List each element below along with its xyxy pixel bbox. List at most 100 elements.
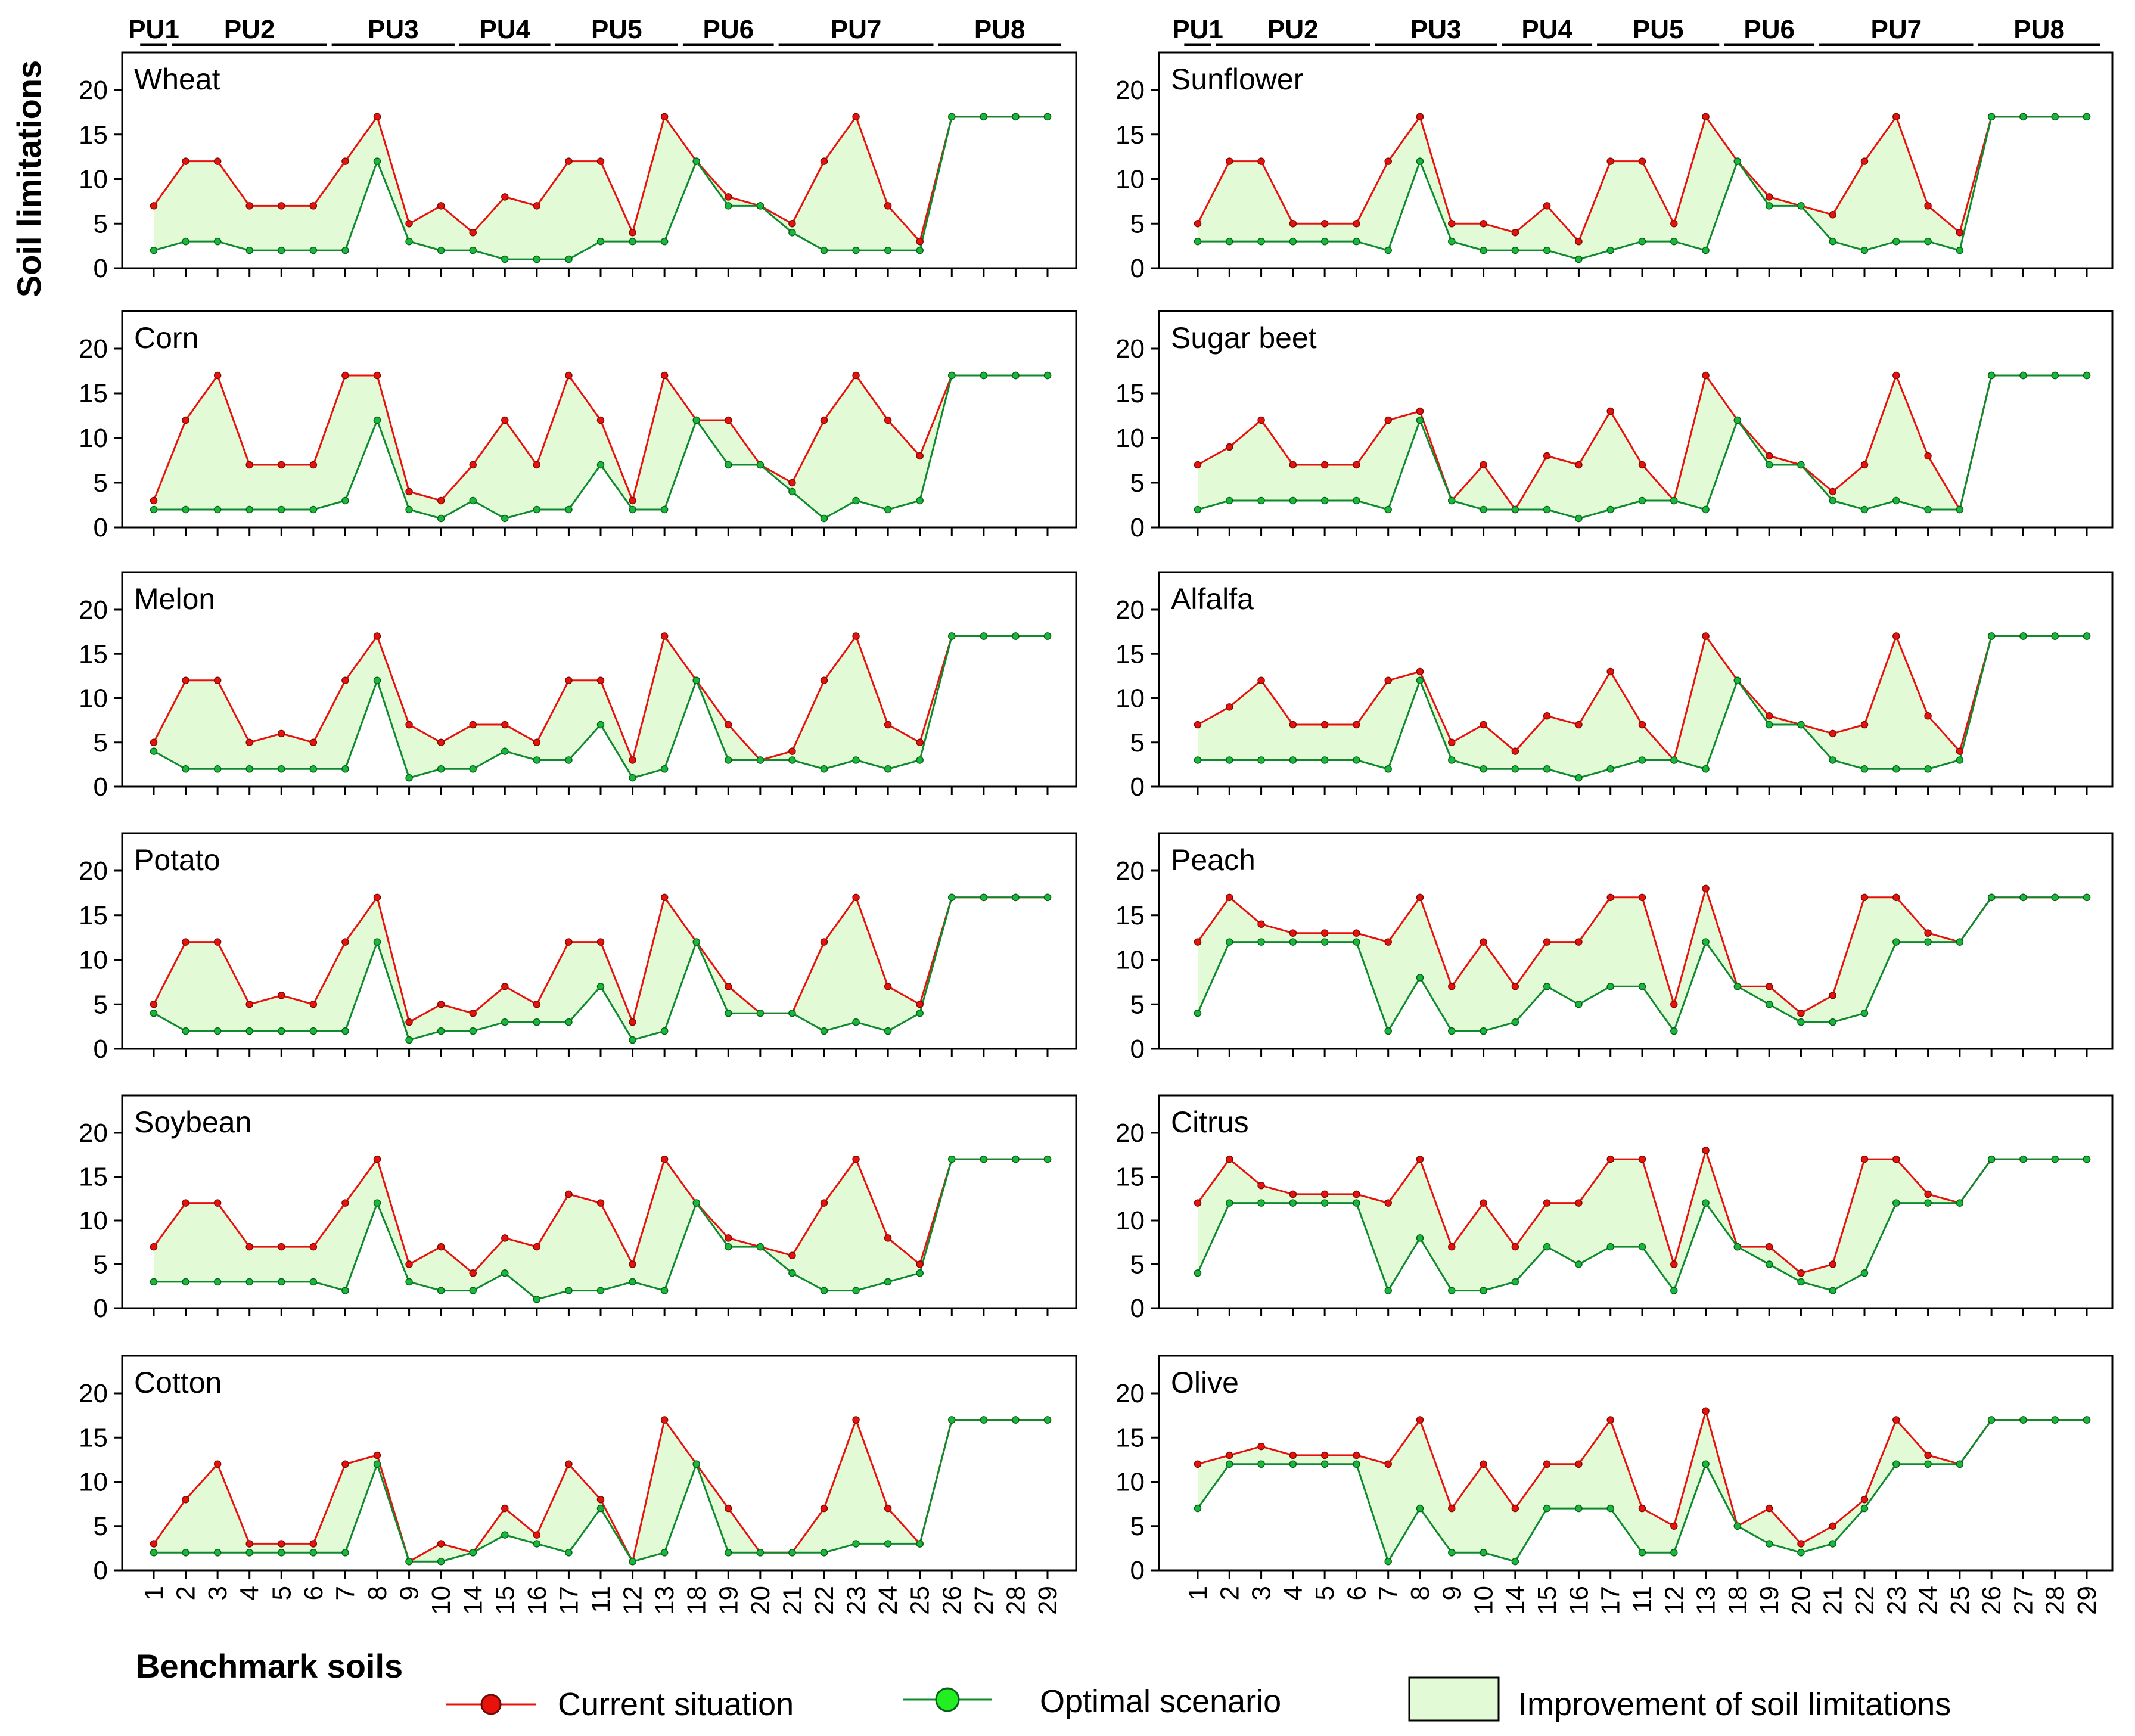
current-point bbox=[1416, 667, 1424, 676]
optimal-point bbox=[1257, 1460, 1265, 1468]
current-point bbox=[213, 1460, 222, 1468]
optimal-point bbox=[309, 1278, 318, 1286]
panel-frame bbox=[121, 310, 1077, 529]
current-point bbox=[1289, 929, 1297, 937]
x-tick-label: 5 bbox=[267, 1586, 296, 1600]
pu-group-pu6: PU6 bbox=[682, 15, 774, 46]
current-point bbox=[852, 371, 860, 380]
optimal-point bbox=[1353, 1460, 1360, 1468]
current-point bbox=[1448, 983, 1456, 990]
x-tick-label: 25 bbox=[906, 1586, 935, 1615]
x-tick-label: 24 bbox=[874, 1586, 903, 1615]
current-point bbox=[1257, 1442, 1265, 1451]
current-point bbox=[437, 1243, 445, 1251]
optimal-point bbox=[2019, 893, 2027, 902]
optimal-point bbox=[1543, 1504, 1551, 1513]
current-point bbox=[884, 416, 892, 424]
current-point bbox=[1797, 1269, 1805, 1277]
current-point bbox=[1320, 1451, 1329, 1459]
current-point bbox=[1860, 893, 1869, 902]
optimal-point bbox=[182, 505, 189, 514]
optimal-point bbox=[756, 756, 765, 764]
current-point bbox=[373, 1155, 381, 1163]
current-point bbox=[660, 1416, 669, 1424]
panel-frame bbox=[121, 1094, 1077, 1309]
optimal-point bbox=[1956, 246, 1964, 254]
current-point bbox=[1575, 237, 1583, 246]
current-point bbox=[1480, 938, 1487, 946]
pu-label: PU4 bbox=[479, 15, 530, 44]
optimal-point bbox=[884, 1540, 892, 1548]
current-point bbox=[565, 1190, 573, 1198]
optimal-point bbox=[565, 1018, 573, 1026]
pu-group-pu1: PU1 bbox=[128, 15, 179, 46]
optimal-point bbox=[660, 1549, 669, 1557]
optimal-point bbox=[820, 514, 828, 523]
optimal-point bbox=[725, 202, 732, 210]
y-tick-label: 10 bbox=[79, 1468, 108, 1497]
y-tick-label: 15 bbox=[1115, 120, 1145, 150]
current-point bbox=[1511, 983, 1519, 990]
current-point bbox=[1702, 113, 1710, 121]
current-point bbox=[788, 747, 796, 755]
current-point bbox=[1416, 407, 1424, 415]
x-tick-label: 26 bbox=[937, 1586, 967, 1615]
optimal-point bbox=[341, 246, 349, 254]
optimal-point bbox=[1289, 756, 1297, 764]
y-tick-label: 10 bbox=[1115, 165, 1145, 194]
current-point bbox=[1575, 938, 1583, 946]
optimal-point bbox=[182, 1027, 189, 1035]
current-point bbox=[1797, 1009, 1805, 1017]
current-point bbox=[245, 202, 253, 210]
x-tick-label: 28 bbox=[1001, 1586, 1030, 1615]
optimal-point bbox=[1384, 765, 1392, 773]
optimal-point bbox=[533, 255, 541, 263]
y-tick-label: 15 bbox=[1115, 1163, 1145, 1192]
y-tick-label: 20 bbox=[1115, 1119, 1145, 1148]
current-point bbox=[660, 632, 669, 640]
current-point bbox=[150, 1001, 158, 1008]
current-point bbox=[1543, 1460, 1551, 1468]
optimal-point bbox=[629, 1036, 636, 1044]
optimal-point bbox=[1257, 756, 1265, 764]
current-point bbox=[1924, 202, 1932, 210]
optimal-point bbox=[1638, 237, 1646, 246]
improvement-area bbox=[1198, 116, 2087, 260]
optimal-point bbox=[1892, 496, 1900, 505]
optimal-point bbox=[1012, 1416, 1020, 1424]
current-point bbox=[533, 461, 541, 469]
x-tick-label: 9 bbox=[1437, 1586, 1466, 1600]
y-tick-label: 20 bbox=[1115, 856, 1145, 886]
current-point bbox=[1257, 920, 1265, 928]
optimal-point bbox=[150, 747, 158, 755]
current-point bbox=[278, 1243, 285, 1251]
optimal-point bbox=[980, 1416, 988, 1424]
optimal-point bbox=[1892, 1460, 1900, 1468]
panel-frame bbox=[121, 571, 1077, 788]
current-point bbox=[341, 938, 349, 946]
optimal-point bbox=[980, 632, 988, 640]
current-point bbox=[213, 371, 222, 380]
y-tick-label: 15 bbox=[1115, 639, 1145, 669]
current-point bbox=[278, 729, 285, 738]
chart-panel-potato: 0 5 10 15 20 Potato bbox=[79, 832, 1077, 1064]
optimal-point bbox=[1987, 1155, 1996, 1163]
optimal-point bbox=[1353, 756, 1360, 764]
optimal-point bbox=[1829, 756, 1836, 764]
optimal-point bbox=[533, 1296, 541, 1303]
current-point bbox=[373, 113, 381, 121]
optimal-point bbox=[501, 747, 509, 755]
optimal-point bbox=[1733, 1522, 1742, 1530]
current-point bbox=[1416, 893, 1424, 902]
x-tick-label: 19 bbox=[1755, 1586, 1784, 1615]
optimal-point bbox=[150, 1549, 158, 1557]
optimal-point bbox=[596, 1287, 605, 1294]
optimal-point bbox=[1702, 1199, 1710, 1207]
current-point bbox=[405, 1260, 413, 1268]
y-tick-label: 15 bbox=[79, 120, 108, 150]
chart-panel-citrus: 0 5 10 15 20 Citrus bbox=[1115, 1094, 2114, 1323]
current-point bbox=[501, 983, 509, 990]
current-point bbox=[1606, 407, 1614, 415]
x-tick-label: 26 bbox=[1977, 1586, 2006, 1615]
optimal-point bbox=[916, 756, 924, 764]
